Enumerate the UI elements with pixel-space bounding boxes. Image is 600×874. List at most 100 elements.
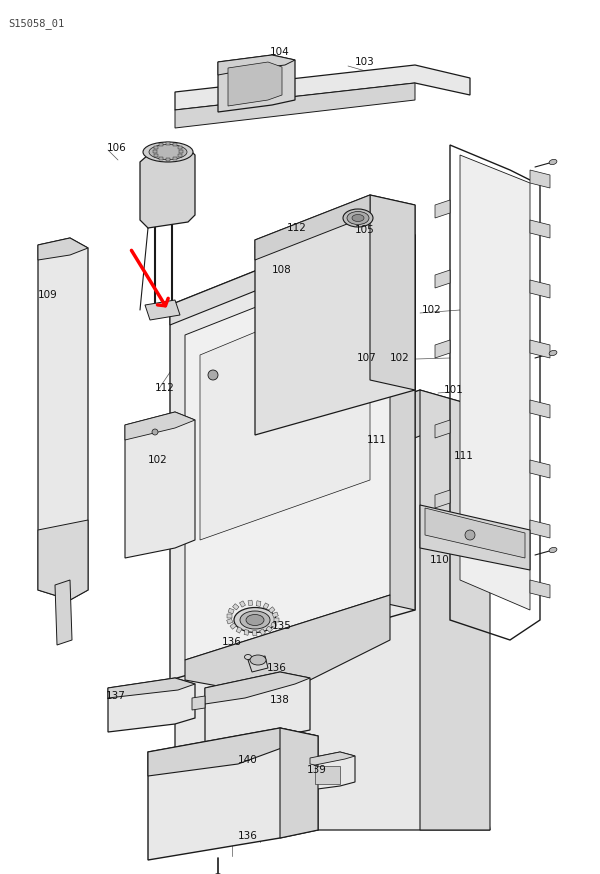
- Bar: [239, 600, 245, 607]
- Text: 136: 136: [238, 831, 258, 841]
- Polygon shape: [185, 268, 390, 660]
- Polygon shape: [435, 490, 450, 508]
- Polygon shape: [255, 195, 370, 260]
- Text: 135: 135: [272, 621, 292, 631]
- Polygon shape: [255, 195, 415, 435]
- Polygon shape: [125, 412, 195, 440]
- Text: 137: 137: [106, 691, 126, 701]
- Bar: [152, 150, 157, 153]
- Polygon shape: [435, 340, 450, 358]
- Bar: [178, 146, 182, 149]
- Polygon shape: [530, 170, 550, 188]
- Polygon shape: [175, 65, 470, 110]
- Bar: [244, 629, 249, 635]
- Text: 102: 102: [422, 305, 442, 315]
- Polygon shape: [140, 148, 195, 228]
- Polygon shape: [435, 270, 450, 288]
- Bar: [173, 157, 176, 160]
- Bar: [166, 158, 170, 161]
- Bar: [272, 612, 278, 618]
- Text: 103: 103: [355, 57, 375, 67]
- Text: 110: 110: [430, 555, 450, 565]
- Ellipse shape: [246, 614, 264, 626]
- Polygon shape: [370, 195, 415, 390]
- Text: 112: 112: [155, 383, 175, 393]
- Polygon shape: [420, 505, 530, 570]
- Ellipse shape: [352, 214, 364, 221]
- Polygon shape: [38, 238, 88, 260]
- Polygon shape: [530, 580, 550, 598]
- Bar: [230, 623, 236, 629]
- Polygon shape: [425, 508, 525, 558]
- Polygon shape: [175, 390, 490, 510]
- Ellipse shape: [234, 607, 276, 633]
- Polygon shape: [530, 340, 550, 358]
- Bar: [271, 622, 277, 628]
- Ellipse shape: [250, 655, 266, 665]
- Polygon shape: [228, 62, 282, 106]
- Polygon shape: [175, 390, 490, 830]
- Bar: [160, 157, 163, 160]
- Text: 102: 102: [148, 455, 168, 465]
- Text: 107: 107: [357, 353, 377, 363]
- Bar: [227, 619, 233, 624]
- Ellipse shape: [149, 144, 187, 159]
- Bar: [252, 630, 257, 636]
- Ellipse shape: [245, 655, 251, 660]
- Bar: [179, 150, 184, 153]
- Polygon shape: [280, 728, 318, 838]
- Text: 136: 136: [267, 663, 287, 673]
- Bar: [178, 154, 182, 157]
- Text: 106: 106: [107, 143, 127, 153]
- Text: 105: 105: [355, 225, 375, 235]
- Polygon shape: [38, 520, 88, 600]
- Bar: [160, 143, 163, 146]
- Bar: [260, 628, 266, 635]
- Polygon shape: [370, 225, 415, 610]
- Polygon shape: [200, 295, 370, 540]
- Polygon shape: [435, 420, 450, 438]
- Bar: [256, 600, 261, 607]
- Ellipse shape: [240, 611, 270, 629]
- Text: 108: 108: [272, 265, 292, 275]
- Text: 139: 139: [307, 765, 327, 775]
- Ellipse shape: [347, 212, 369, 225]
- Bar: [166, 142, 170, 145]
- Polygon shape: [170, 225, 370, 325]
- Bar: [228, 608, 234, 614]
- Bar: [154, 146, 158, 149]
- Bar: [154, 154, 158, 157]
- Text: 136: 136: [222, 637, 242, 647]
- Ellipse shape: [549, 547, 557, 552]
- Polygon shape: [192, 696, 205, 710]
- Polygon shape: [125, 412, 195, 558]
- Polygon shape: [460, 155, 530, 610]
- Polygon shape: [248, 656, 268, 672]
- Polygon shape: [530, 220, 550, 238]
- Polygon shape: [38, 238, 88, 600]
- Polygon shape: [145, 300, 180, 320]
- Polygon shape: [530, 460, 550, 478]
- Polygon shape: [185, 595, 390, 690]
- Polygon shape: [205, 672, 310, 750]
- Bar: [233, 604, 239, 610]
- Polygon shape: [530, 280, 550, 298]
- Text: 109: 109: [38, 290, 58, 300]
- Polygon shape: [55, 580, 72, 645]
- Bar: [274, 618, 278, 622]
- Bar: [227, 614, 232, 618]
- Text: 104: 104: [270, 47, 290, 57]
- Circle shape: [208, 370, 218, 380]
- Polygon shape: [420, 390, 490, 830]
- Ellipse shape: [343, 209, 373, 227]
- Ellipse shape: [143, 142, 193, 162]
- Bar: [263, 603, 269, 609]
- Text: 138: 138: [270, 695, 290, 705]
- Circle shape: [152, 429, 158, 435]
- Bar: [173, 143, 176, 146]
- Polygon shape: [175, 83, 415, 128]
- Bar: [248, 600, 253, 606]
- Polygon shape: [218, 55, 295, 75]
- Polygon shape: [310, 752, 355, 790]
- Text: 102: 102: [390, 353, 410, 363]
